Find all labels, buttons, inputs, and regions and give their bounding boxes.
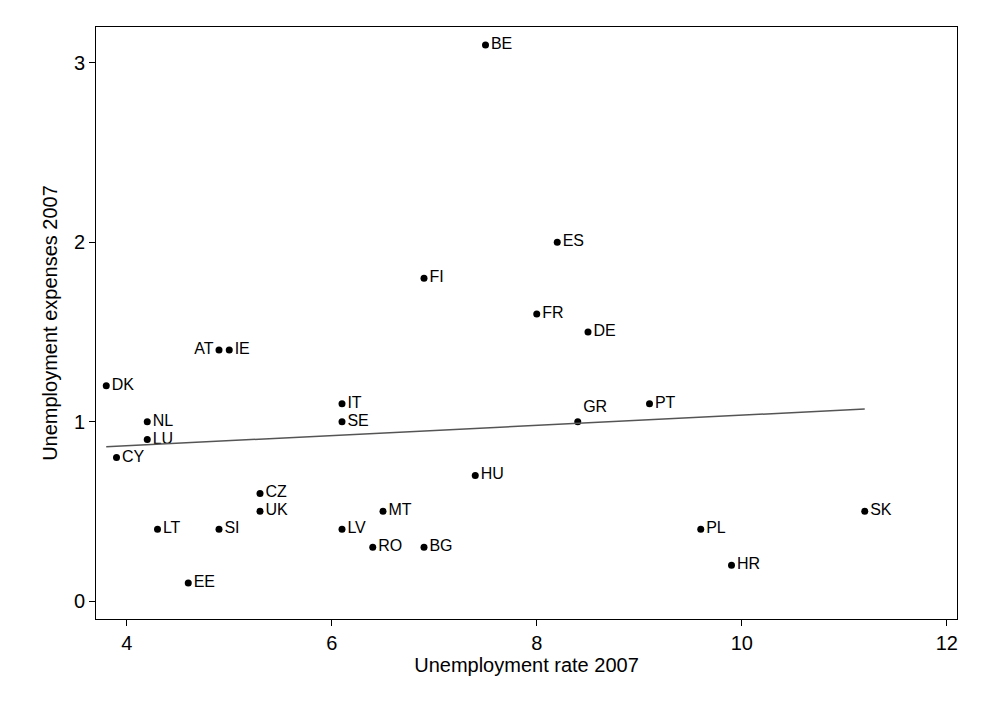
svg-text:SK: SK bbox=[870, 501, 892, 518]
svg-text:SE: SE bbox=[347, 412, 368, 429]
svg-text:HU: HU bbox=[481, 465, 504, 482]
svg-text:3: 3 bbox=[74, 52, 85, 74]
svg-text:8: 8 bbox=[531, 632, 542, 654]
svg-text:LT: LT bbox=[163, 519, 181, 536]
svg-text:DE: DE bbox=[593, 322, 615, 339]
svg-text:AT: AT bbox=[194, 340, 213, 357]
svg-text:IE: IE bbox=[235, 340, 250, 357]
svg-text:ES: ES bbox=[563, 232, 584, 249]
svg-text:6: 6 bbox=[326, 632, 337, 654]
svg-text:UK: UK bbox=[265, 501, 288, 518]
svg-text:0: 0 bbox=[74, 590, 85, 612]
svg-text:10: 10 bbox=[731, 632, 753, 654]
svg-text:2: 2 bbox=[74, 231, 85, 253]
svg-text:FI: FI bbox=[429, 268, 443, 285]
svg-text:IT: IT bbox=[347, 394, 361, 411]
svg-text:12: 12 bbox=[936, 632, 958, 654]
svg-text:CZ: CZ bbox=[265, 483, 287, 500]
svg-text:SI: SI bbox=[224, 519, 239, 536]
svg-text:4: 4 bbox=[121, 632, 132, 654]
svg-text:Unemployment expenses 2007: Unemployment expenses 2007 bbox=[39, 185, 61, 461]
svg-text:CY: CY bbox=[122, 448, 145, 465]
svg-text:LV: LV bbox=[347, 519, 366, 536]
svg-text:NL: NL bbox=[153, 412, 174, 429]
svg-text:Unemployment rate 2007: Unemployment rate 2007 bbox=[414, 654, 639, 676]
svg-text:EE: EE bbox=[194, 573, 215, 590]
svg-text:PL: PL bbox=[706, 519, 726, 536]
svg-text:HR: HR bbox=[737, 555, 760, 572]
svg-text:BE: BE bbox=[491, 35, 512, 52]
svg-text:DK: DK bbox=[112, 376, 135, 393]
svg-text:1: 1 bbox=[74, 411, 85, 433]
svg-text:GR: GR bbox=[583, 398, 607, 415]
svg-text:BG: BG bbox=[429, 537, 452, 554]
svg-text:FR: FR bbox=[542, 304, 563, 321]
svg-text:RO: RO bbox=[378, 537, 402, 554]
svg-text:LU: LU bbox=[153, 430, 173, 447]
svg-text:PT: PT bbox=[655, 394, 676, 411]
svg-text:MT: MT bbox=[388, 501, 411, 518]
